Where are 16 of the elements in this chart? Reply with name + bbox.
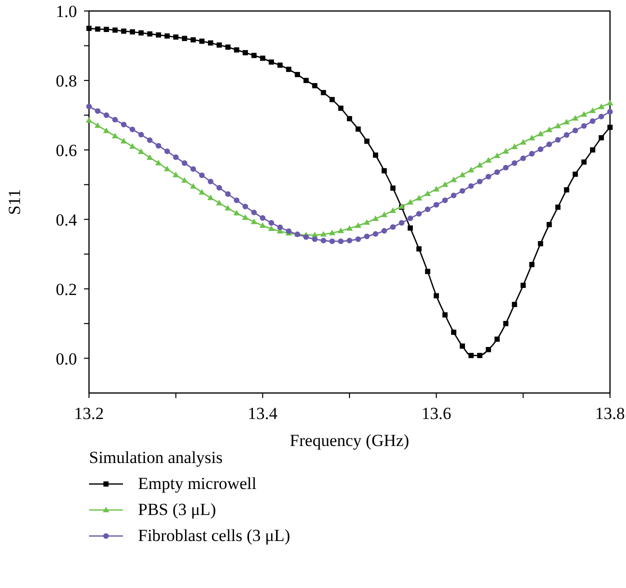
y-tick-label: 0.4 — [56, 210, 78, 230]
legend-label: Fibroblast cells (3 μL) — [138, 526, 290, 545]
x-tick-label: 13.8 — [595, 404, 625, 423]
y-axis-title: S11 — [5, 189, 24, 215]
x-tick-label: 13.4 — [248, 404, 278, 423]
y-tick-label: 0.6 — [56, 140, 77, 160]
legend-title: Simulation analysis — [89, 448, 223, 467]
y-tick-label: 0.8 — [56, 71, 77, 90]
y-tick-label: 0.2 — [56, 280, 77, 299]
legend-label: Empty microwell — [138, 474, 257, 493]
y-tick-label: 0.0 — [56, 349, 77, 368]
legend-label: PBS (3 μL) — [138, 500, 216, 519]
y-tick-label: 1.0 — [56, 2, 77, 21]
x-axis-title: Frequency (GHz) — [290, 431, 410, 450]
x-tick-label: 13.6 — [421, 404, 452, 423]
x-tick-label: 13.2 — [74, 404, 104, 423]
